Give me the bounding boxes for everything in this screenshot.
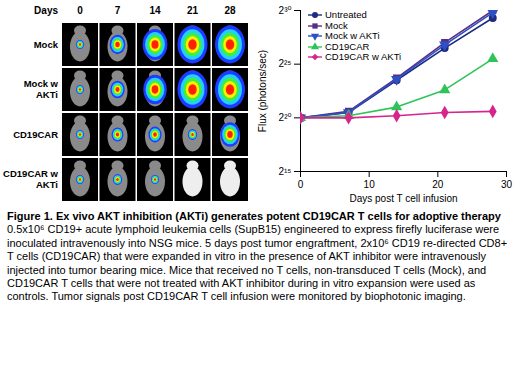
svg-text:14: 14 — [149, 5, 161, 16]
svg-text:21: 21 — [187, 5, 199, 16]
svg-text:Mock w: Mock w — [24, 78, 59, 89]
svg-text:CD19CAR w: CD19CAR w — [3, 168, 59, 179]
svg-text:Flux (photons/sec): Flux (photons/sec) — [257, 50, 268, 132]
svg-text:2³⁰: 2³⁰ — [279, 5, 292, 16]
svg-text:10: 10 — [364, 179, 376, 190]
svg-text:0: 0 — [298, 179, 304, 190]
svg-text:2²⁵: 2²⁵ — [278, 58, 291, 69]
svg-text:Mock: Mock — [34, 39, 59, 50]
svg-text:AKTi: AKTi — [36, 179, 58, 190]
html-text:Mock w AKTi: Mock w AKTi — [325, 30, 380, 41]
html-text:CD19CAR: CD19CAR — [325, 40, 370, 52]
html-text:Figure 1. Ex vivo AKT inhibiti: Figure 1. Ex vivo AKT inhibition (AKTi) … — [7, 210, 501, 222]
svg-text:Days: Days — [34, 5, 58, 16]
svg-text:AKTi: AKTi — [36, 89, 58, 100]
html-text:0.5x10⁶ CD19+ acute lymphoid l: 0.5x10⁶ CD19+ acute lymphoid leukemia ce… — [7, 223, 508, 303]
html-text:Mock: Mock — [325, 19, 348, 31]
svg-text:Days post T cell infusion: Days post T cell infusion — [349, 193, 457, 204]
svg-text:30: 30 — [501, 179, 513, 190]
html-text:CD19CAR w AKTi: CD19CAR w AKTi — [325, 51, 402, 62]
svg-text:2¹⁵: 2¹⁵ — [278, 166, 291, 177]
svg-text:28: 28 — [224, 5, 236, 16]
svg-text:2²⁰: 2²⁰ — [279, 112, 292, 123]
html-text:Untreated: Untreated — [325, 9, 367, 20]
svg-text:0: 0 — [77, 5, 83, 16]
svg-text:7: 7 — [115, 5, 121, 16]
svg-text:20: 20 — [432, 179, 444, 190]
svg-text:CD19CAR: CD19CAR — [13, 129, 58, 140]
